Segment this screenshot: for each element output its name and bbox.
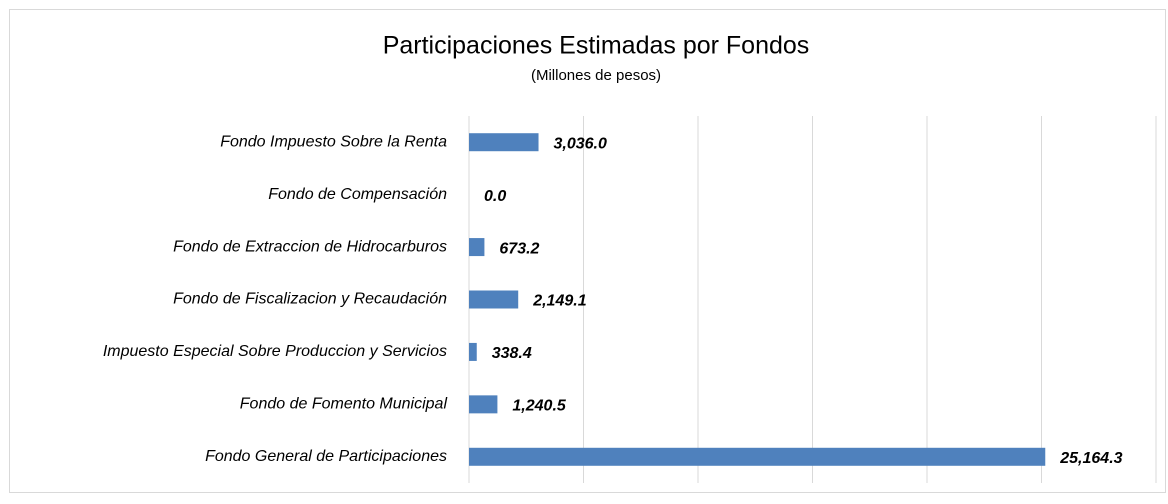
category-label: Fondo Impuesto Sobre la Renta xyxy=(220,133,447,150)
category-label: Fondo de Fiscalizacion y Recaudación xyxy=(173,291,447,308)
value-label: 673.2 xyxy=(499,240,539,257)
chart-border xyxy=(9,9,1166,493)
category-label: Fondo de Fomento Municipal xyxy=(240,396,448,413)
category-label: Fondo de Extraccion de Hidrocarburos xyxy=(173,238,447,255)
bar xyxy=(469,342,477,361)
value-label: 0.0 xyxy=(484,188,506,205)
value-label: 338.4 xyxy=(492,345,532,362)
bar xyxy=(469,395,498,414)
category-label: Fondo de Compensación xyxy=(268,186,447,203)
bar xyxy=(469,133,539,152)
bar xyxy=(469,290,519,309)
category-label: Fondo General de Participaciones xyxy=(205,448,447,465)
value-label: 2,149.1 xyxy=(532,293,586,310)
value-label: 1,240.5 xyxy=(512,398,566,415)
chart-subtitle: (Millones de pesos) xyxy=(531,67,661,84)
bar xyxy=(469,447,1046,466)
category-label: Impuesto Especial Sobre Produccion y Ser… xyxy=(103,343,447,360)
value-label: 3,036.0 xyxy=(554,135,607,152)
chart-title: Participaciones Estimadas por Fondos xyxy=(383,32,810,60)
value-label: 25,164.3 xyxy=(1059,450,1122,467)
bar xyxy=(469,238,485,257)
